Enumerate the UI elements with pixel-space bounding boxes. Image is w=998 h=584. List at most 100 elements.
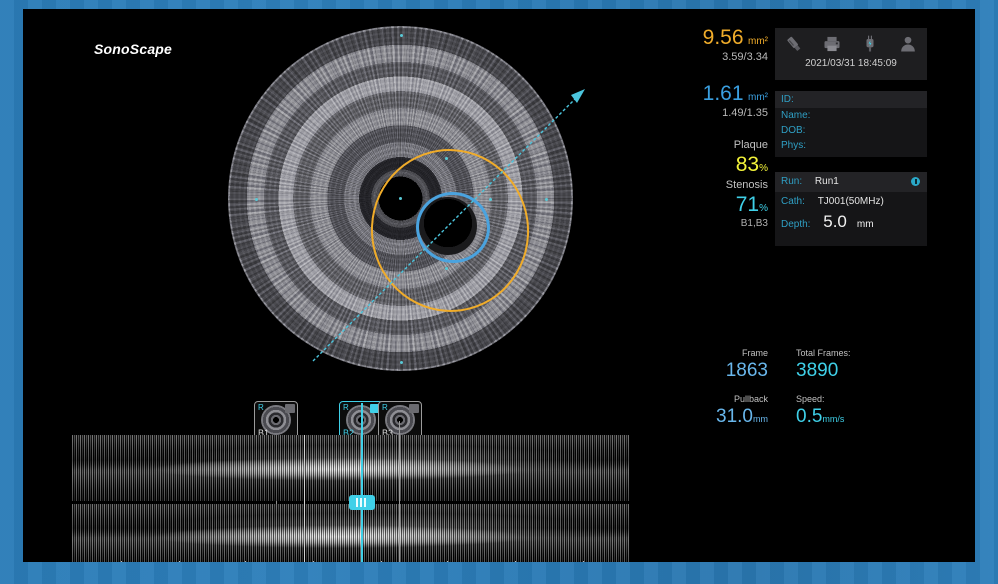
bookmark-b3[interactable]: R B3 — [378, 401, 422, 439]
disc-tick-marker — [445, 267, 448, 270]
frame-label: Frame — [741, 348, 768, 358]
eem-area-group: 9.56 mm² 3.59/3.34 — [633, 26, 768, 65]
measurement-readout-column: 9.56 mm² 3.59/3.34 1.61 mm² 1.49/1.35 Pl… — [633, 9, 768, 562]
frame-stat: Frame 1863 — [633, 347, 768, 382]
depth-row[interactable]: Depth: 5.0 mm — [775, 212, 927, 235]
speed-label: Speed: — [796, 394, 825, 404]
catheter-label: Cath: — [781, 196, 805, 207]
pullback-unit: mm — [753, 414, 768, 424]
lumen-area-unit: mm² — [748, 92, 768, 103]
disc-tick-marker — [399, 197, 402, 200]
patient-id-label: ID: — [781, 94, 794, 105]
patient-phys-label: Phys: — [781, 140, 807, 151]
disc-tick-marker — [445, 157, 448, 160]
system-datetime: 2021/03/31 18:45:09 — [805, 58, 897, 69]
depth-label: Depth: — [781, 219, 811, 230]
bookmark-b1[interactable]: R B1 — [254, 401, 298, 439]
brand-logo: SonoScape — [94, 41, 173, 57]
patient-info-panel[interactable]: ID: Name: DOB: Phys: — [775, 91, 927, 157]
pullback-label: Pullback — [733, 394, 768, 404]
run-value: Run1 — [814, 176, 839, 187]
patient-name-label: Name: — [781, 110, 811, 121]
printer-icon[interactable] — [822, 34, 842, 54]
bookmark-label: B2 — [343, 428, 355, 438]
plaque-group: Plaque 83% — [633, 137, 768, 177]
lmode-ruler-tick — [381, 561, 382, 562]
lumen-area-value: 1.61 — [702, 82, 744, 105]
bookmark-label: B1 — [258, 428, 270, 438]
lmode-lower-texture — [72, 504, 629, 562]
stenosis-group: Stenosis 71% B1,B3 — [633, 177, 768, 231]
lmode-ruler-tick — [583, 561, 584, 562]
info-icon[interactable] — [911, 177, 920, 186]
lmode-ruler-tick — [245, 561, 246, 562]
lmode-upper-texture — [72, 435, 629, 501]
lmode-cursor-b3[interactable] — [399, 421, 400, 562]
lmode-ruler-tick — [515, 561, 516, 562]
lmode-view-lower[interactable] — [72, 504, 629, 562]
depth-unit: mm — [856, 219, 874, 230]
pullback-value: 31.0 — [716, 406, 753, 427]
measurement-arrowhead — [571, 89, 585, 103]
disc-tick-marker — [255, 198, 258, 201]
frame-value: 1863 — [725, 360, 768, 381]
usb-drive-icon[interactable] — [784, 34, 804, 54]
run-row[interactable]: Run: Run1 — [775, 172, 927, 192]
bookmark-corner-badge — [370, 404, 380, 413]
stenosis-value: 71 — [735, 193, 760, 216]
disc-tick-marker — [489, 198, 492, 201]
application-window: SonoScape — [23, 9, 975, 562]
stenosis-label: Stenosis — [725, 179, 768, 191]
lumen-area-group: 1.61 mm² 1.49/1.35 — [633, 82, 768, 121]
total-frames-label: Total Frames: — [796, 348, 851, 358]
lumen-diameters: 1.49/1.35 — [722, 107, 768, 119]
lmode-view-upper[interactable] — [72, 435, 629, 501]
speed-value-line: 0.5mm/s — [796, 406, 936, 428]
pullback-stat: Pullback 31.0mm — [633, 393, 768, 428]
tools-panel: 2021/03/31 18:45:09 — [775, 28, 927, 80]
user-icon[interactable] — [898, 34, 918, 54]
disc-tick-marker — [545, 198, 548, 201]
catheter-value: TJ001(50MHz) — [817, 196, 884, 207]
lmode-ruler-tick — [179, 561, 180, 562]
lmode-ruler-tick — [121, 561, 122, 562]
patient-name-row[interactable]: Name: — [775, 108, 927, 123]
plaque-value: 83 — [735, 153, 760, 176]
lmode-frame-slider-handle[interactable] — [349, 495, 375, 510]
lmode-ruler-tick — [447, 561, 448, 562]
stenosis-unit: % — [759, 203, 768, 214]
catheter-row[interactable]: Cath: TJ001(50MHz) — [775, 192, 927, 212]
bookmark-marker: R — [343, 403, 349, 412]
plaque-value-line: 83% — [633, 153, 768, 177]
bmode-image-panel[interactable]: SonoScape — [23, 9, 657, 562]
depth-value: 5.0 — [823, 212, 847, 231]
eem-diameters: 3.59/3.34 — [722, 51, 768, 63]
eem-area-unit: mm² — [748, 36, 768, 47]
eem-area-line: 9.56 mm² — [633, 26, 768, 50]
patient-phys-row[interactable]: Phys: — [775, 138, 927, 153]
total-frames-value: 3890 — [796, 360, 839, 381]
patient-id-row[interactable]: ID: — [775, 91, 927, 108]
lumen-area-line: 1.61 mm² — [633, 82, 768, 106]
patient-dob-label: DOB: — [781, 125, 806, 136]
tool-icon-row — [775, 32, 927, 56]
stenosis-value-line: 71% — [633, 193, 768, 217]
bookmark-corner-badge — [409, 404, 419, 413]
bookmark-corner-badge — [285, 404, 295, 413]
disc-tick-marker — [400, 361, 403, 364]
patient-dob-row[interactable]: DOB: — [775, 123, 927, 138]
bookmark-label: B3 — [382, 428, 394, 438]
connector-plug-icon[interactable] — [860, 34, 880, 54]
speed-stat: Speed: 0.5mm/s — [796, 393, 936, 428]
eem-area-value: 9.56 — [702, 26, 744, 49]
bookmark-marker: R — [382, 403, 388, 412]
disc-tick-marker — [400, 34, 403, 37]
run-info-panel[interactable]: Run: Run1 Cath: TJ001(50MHz) Depth: 5.0 m… — [775, 172, 927, 246]
lmode-cursor-current[interactable] — [361, 403, 363, 562]
lmode-cursor-b1[interactable] — [304, 435, 305, 562]
stenosis-reference-bookmarks: B1,B3 — [740, 218, 768, 229]
plaque-label: Plaque — [733, 139, 768, 151]
total-frames-stat: Total Frames: 3890 — [796, 347, 936, 382]
pullback-value-line: 31.0mm — [633, 406, 768, 428]
